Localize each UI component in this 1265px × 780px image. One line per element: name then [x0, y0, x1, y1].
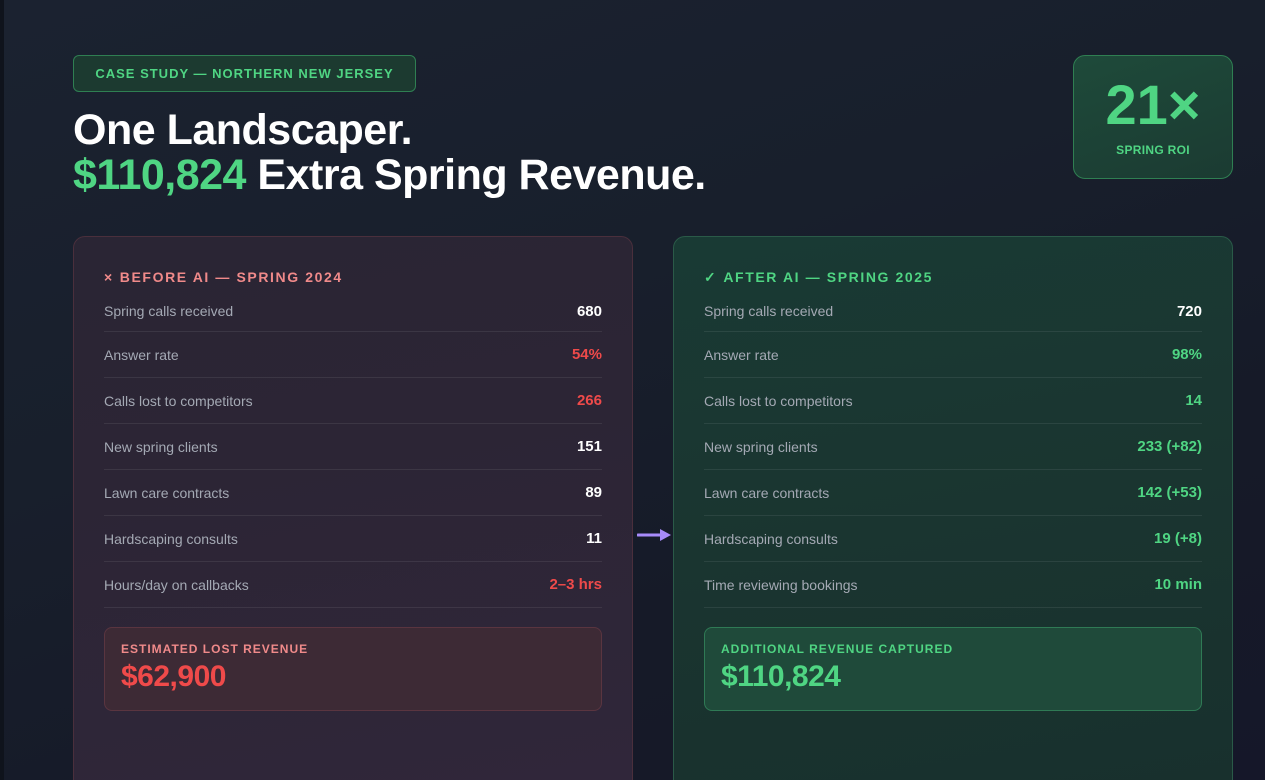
captured-revenue-box: ADDITIONAL REVENUE CAPTURED $110,824 [704, 627, 1202, 711]
stat-row: New spring clients 151 [104, 424, 602, 470]
title-line-2: $110,824 Extra Spring Revenue. [73, 153, 706, 198]
check-icon: ✓ [704, 268, 718, 285]
stat-row: Answer rate 98% [704, 332, 1202, 378]
stat-label: Hours/day on callbacks [104, 576, 249, 593]
stat-row: Calls lost to competitors 14 [704, 378, 1202, 424]
stat-label: Answer rate [704, 346, 779, 363]
title-highlight: $110,824 [73, 151, 246, 199]
stat-value: 14 [1185, 392, 1202, 409]
captured-revenue-label: ADDITIONAL REVENUE CAPTURED [721, 642, 954, 656]
stat-value: 54% [571, 346, 602, 363]
stat-row: Hours/day on callbacks 2–3 hrs [104, 562, 602, 608]
stat-value: 11 [586, 530, 602, 547]
after-stats: Spring calls received 720 Answer rate 98% … [704, 291, 1202, 608]
case-study-tag: CASE STUDY — NORTHERN NEW JERSEY [73, 55, 416, 92]
stat-label: New spring clients [104, 438, 218, 455]
stat-label: Lawn care contracts [104, 484, 230, 501]
stat-label: Spring calls received [104, 303, 234, 319]
stat-value: 233 (+82) [1137, 438, 1202, 455]
before-heading: × BEFORE AI — SPRING 2024 [104, 267, 602, 287]
arrow-right-icon [637, 529, 671, 541]
stat-value: 98% [1171, 346, 1202, 363]
stat-label: Hardscaping consults [104, 530, 238, 547]
lost-revenue-box: ESTIMATED LOST REVENUE $62,900 [104, 627, 602, 711]
captured-revenue-value: $110,824 [721, 660, 841, 693]
before-heading-label: BEFORE AI — SPRING 2024 [119, 269, 343, 285]
stat-value: 680 [576, 302, 602, 320]
stat-value: 266 [576, 392, 602, 409]
before-stats: Spring calls received 680 Answer rate 54% … [104, 291, 602, 608]
stat-label: Time reviewing bookings [704, 576, 858, 593]
stat-value: 720 [1176, 302, 1202, 320]
stat-row: Calls lost to competitors 266 [104, 378, 602, 424]
stat-label: Calls lost to competitors [104, 392, 253, 409]
x-icon: × [104, 269, 114, 285]
stat-row: Answer rate 54% [104, 332, 602, 378]
lost-revenue-value: $62,900 [121, 660, 226, 693]
after-panel: ✓ AFTER AI — SPRING 2025 Spring calls re… [673, 236, 1233, 780]
page-title: One Landscaper. $110,824 Extra Spring Re… [73, 108, 706, 198]
left-edge [0, 0, 4, 780]
stat-row: Lawn care contracts 142 (+53) [704, 470, 1202, 516]
stat-row: Time reviewing bookings 10 min [704, 562, 1202, 608]
roi-value: 21× [1105, 73, 1201, 136]
roi-label: SPRING ROI [1116, 143, 1190, 157]
stat-label: New spring clients [704, 438, 818, 455]
after-heading-label: AFTER AI — SPRING 2025 [723, 269, 934, 285]
stat-row: Hardscaping consults 19 (+8) [704, 516, 1202, 562]
roi-badge: 21× SPRING ROI [1073, 55, 1233, 179]
stat-label: Answer rate [104, 346, 179, 363]
stat-row: New spring clients 233 (+82) [704, 424, 1202, 470]
stat-value: 10 min [1154, 576, 1202, 593]
stat-label: Calls lost to competitors [704, 392, 853, 409]
stat-value: 151 [576, 438, 602, 455]
after-heading: ✓ AFTER AI — SPRING 2025 [704, 267, 1202, 287]
title-line-1: One Landscaper. [73, 106, 413, 154]
stat-row: Spring calls received 720 [704, 291, 1202, 332]
stat-row: Hardscaping consults 11 [104, 516, 602, 562]
before-panel: × BEFORE AI — SPRING 2024 Spring calls r… [73, 236, 633, 780]
stat-label: Hardscaping consults [704, 530, 838, 547]
stat-label: Lawn care contracts [704, 484, 830, 501]
stat-value: 2–3 hrs [549, 576, 602, 593]
lost-revenue-label: ESTIMATED LOST REVENUE [121, 642, 309, 656]
stat-label: Spring calls received [704, 303, 834, 319]
title-line-2-rest: Extra Spring Revenue. [245, 151, 706, 199]
stat-value: 19 (+8) [1154, 530, 1202, 547]
stat-value: 89 [585, 484, 602, 501]
stat-row: Spring calls received 680 [104, 291, 602, 332]
stat-row: Lawn care contracts 89 [104, 470, 602, 516]
stat-value: 142 (+53) [1137, 484, 1202, 501]
